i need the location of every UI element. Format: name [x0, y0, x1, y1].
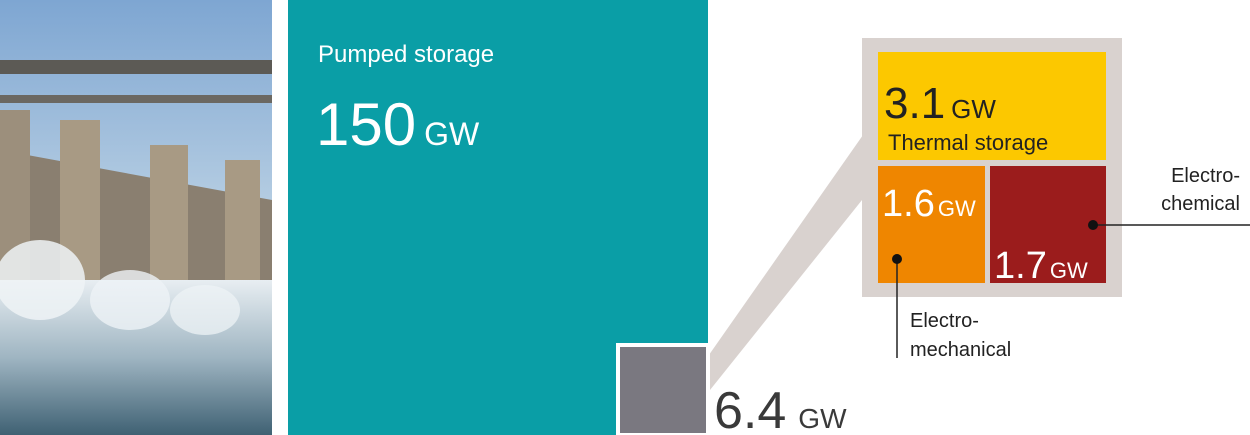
electromechanical-value: 1.6 GW — [882, 183, 976, 225]
leader-dot — [892, 254, 902, 264]
pumped-value: 150 GW — [316, 91, 480, 158]
electrochemical-value: 1.7 GW — [994, 245, 1088, 287]
electrochemical-block — [990, 166, 1106, 283]
value: 6.4 — [714, 382, 786, 435]
thermal-block — [878, 52, 1106, 160]
electromechanical-label: mechanical — [910, 339, 1011, 361]
electromechanical-label: Electro- — [910, 310, 979, 332]
unit: GW — [1050, 258, 1088, 283]
callout-wedge — [690, 125, 870, 395]
unit: GW — [424, 116, 480, 152]
value: 1.6 — [882, 183, 935, 225]
dam-photo — [0, 0, 272, 435]
value: 1.7 — [994, 245, 1047, 287]
electrochemical-label: Electro- — [1171, 165, 1240, 187]
value: 150 — [316, 91, 416, 158]
other-storage-block — [616, 343, 710, 435]
thermal-value: 3.1 GW — [884, 79, 996, 128]
thermal-label: Thermal storage — [888, 130, 1048, 155]
leader-dot — [1088, 220, 1098, 230]
other-value: 6.4 GW — [714, 382, 847, 435]
unit: GW — [798, 403, 847, 434]
pumped-label: Pumped storage — [318, 41, 494, 68]
value: 3.1 — [884, 79, 945, 128]
unit: GW — [938, 196, 976, 221]
electrochemical-label: chemical — [1161, 193, 1240, 215]
unit: GW — [951, 94, 996, 124]
